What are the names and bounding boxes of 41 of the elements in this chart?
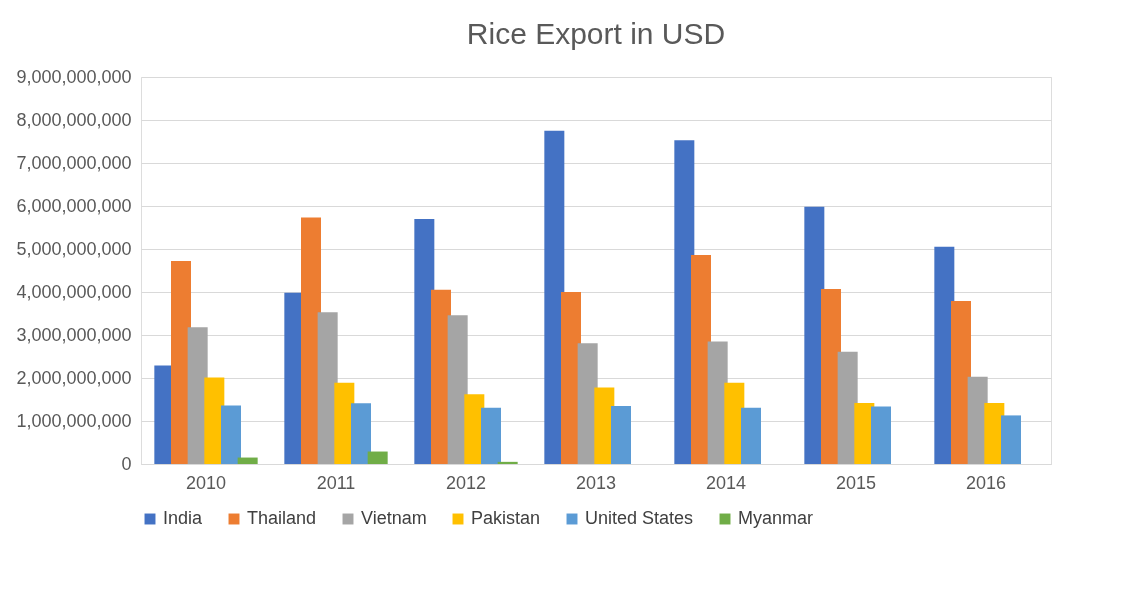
bar [674,140,695,464]
x-tick-label: 2015 [835,472,877,493]
bar [497,461,518,464]
legend-label: United States [585,508,694,528]
bar [237,457,258,464]
bar [741,407,761,464]
bar [544,130,565,464]
y-tick-label: 9,000,000,000 [16,66,132,87]
legend-label: Vietnam [361,508,427,528]
bar [611,405,631,464]
x-tick-label: 2010 [185,472,227,493]
x-tick-label: 2014 [705,472,747,493]
bar [481,407,501,464]
x-tick-label: 2013 [575,472,617,493]
bar [821,288,841,464]
bar [447,315,468,464]
bar [351,403,371,464]
chart-title: Rice Export in USD [466,17,726,50]
x-tick-label: 2016 [965,472,1007,493]
legend-label: Thailand [247,508,317,528]
y-tick-label: 1,000,000,000 [16,410,132,431]
bar [301,217,321,464]
legend-label: Pakistan [471,508,541,528]
y-tick-label: 6,000,000,000 [16,195,132,216]
bar [221,405,241,464]
x-tick-label: 2012 [445,472,487,493]
y-tick-label: 2,000,000,000 [16,367,132,388]
bar [1001,415,1021,464]
bar [951,301,971,464]
y-tick-label: 7,000,000,000 [16,152,132,173]
y-tick-label: 8,000,000,000 [16,109,132,130]
bar [871,406,891,464]
legend-label: India [163,508,204,528]
bar [367,451,388,464]
y-tick-label: 0 [121,453,132,474]
legend-label: Myanmar [738,508,814,528]
y-tick-label: 3,000,000,000 [16,324,132,345]
y-tick-label: 4,000,000,000 [16,281,132,302]
bar [691,255,711,464]
y-tick-label: 5,000,000,000 [16,238,132,259]
x-tick-label: 2011 [316,472,356,493]
